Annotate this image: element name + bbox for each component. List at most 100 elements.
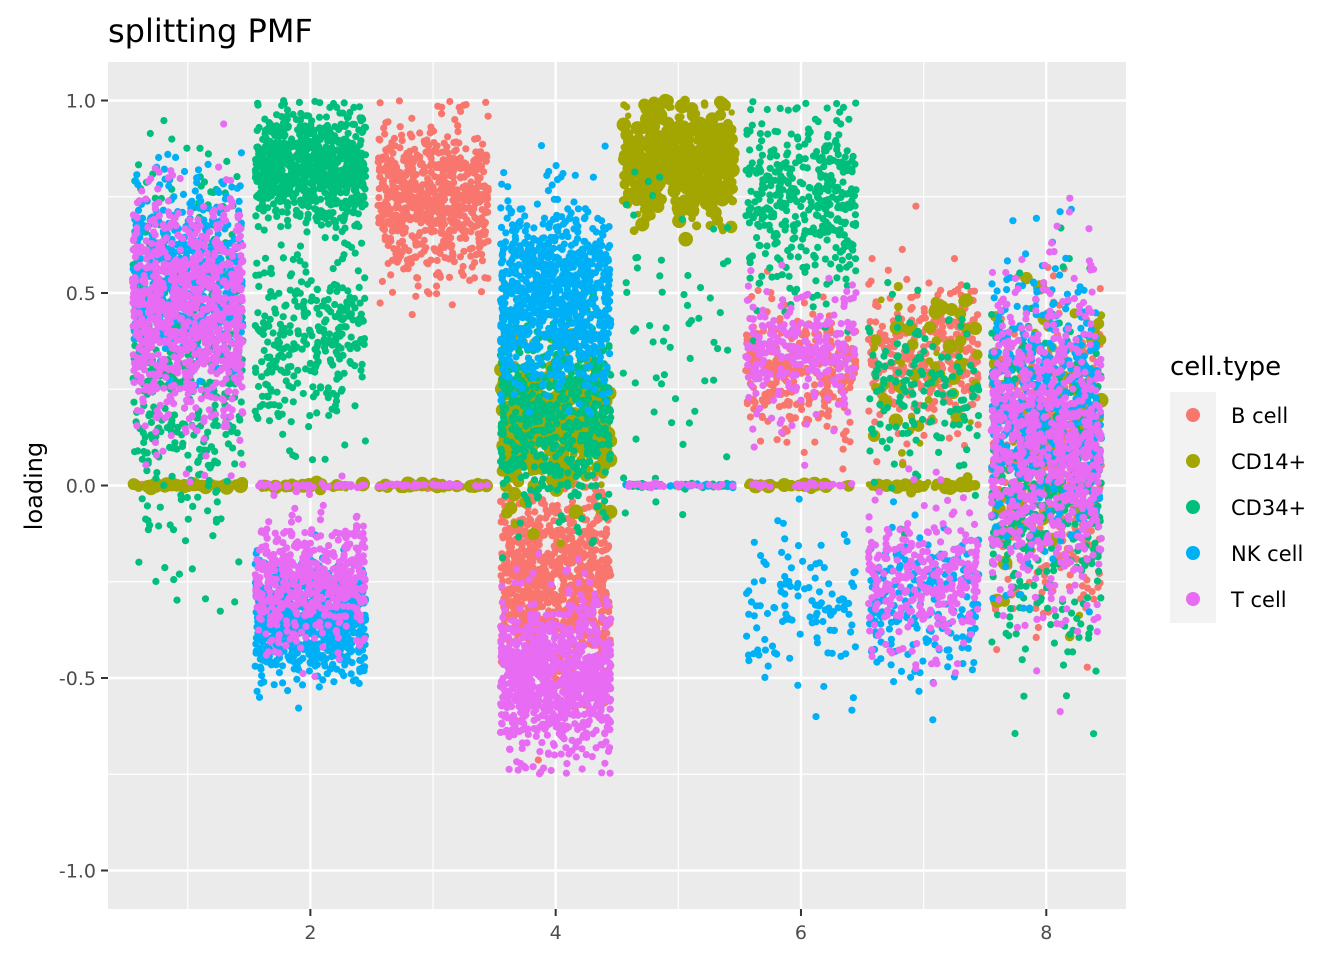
- data-point: [394, 249, 402, 257]
- data-point: [385, 194, 393, 202]
- data-point: [678, 166, 687, 175]
- data-point: [424, 260, 432, 268]
- data-point: [419, 169, 427, 177]
- data-point: [701, 101, 709, 109]
- data-point: [311, 97, 319, 105]
- data-point: [446, 226, 454, 234]
- data-point: [440, 139, 448, 147]
- data-point: [342, 189, 350, 197]
- data-point: [388, 256, 396, 264]
- data-point: [392, 211, 400, 219]
- data-point: [954, 430, 962, 438]
- data-point: [415, 240, 423, 248]
- data-point: [719, 147, 727, 155]
- data-point: [352, 133, 360, 141]
- data-point: [478, 206, 486, 214]
- data-point: [303, 228, 311, 236]
- data-point: [448, 241, 456, 249]
- data-point: [252, 156, 260, 164]
- data-point: [426, 213, 435, 221]
- data-point: [299, 389, 307, 398]
- data-point: [376, 164, 384, 172]
- data-point: [620, 179, 630, 189]
- data-point: [974, 340, 982, 348]
- data-point: [280, 184, 288, 193]
- data-point: [456, 174, 465, 182]
- data-point: [884, 266, 892, 274]
- data-point: [547, 526, 556, 535]
- data-point: [264, 338, 272, 346]
- data-point: [432, 147, 440, 155]
- data-point: [332, 223, 340, 232]
- data-point: [893, 281, 903, 292]
- data-point: [354, 210, 362, 218]
- data-point: [378, 213, 386, 221]
- data-point: [764, 388, 772, 397]
- data-point: [461, 204, 469, 212]
- data-point: [387, 271, 395, 279]
- data-point: [474, 230, 482, 238]
- data-point: [313, 156, 321, 165]
- data-point: [709, 181, 717, 189]
- data-point: [358, 128, 366, 136]
- data-point: [344, 129, 352, 137]
- data-point: [401, 228, 409, 236]
- data-point: [724, 124, 737, 136]
- data-point: [361, 185, 369, 193]
- data-point: [330, 136, 338, 144]
- data-point: [279, 254, 287, 262]
- data-point: [458, 211, 466, 219]
- data-point: [267, 401, 275, 409]
- data-point: [708, 206, 722, 220]
- data-point: [252, 212, 260, 220]
- data-point: [305, 142, 313, 150]
- data-point: [334, 182, 342, 190]
- data-point: [523, 583, 532, 591]
- data-point: [283, 199, 292, 207]
- data-point: [324, 220, 332, 228]
- data-point: [438, 166, 447, 174]
- data-point: [421, 139, 429, 147]
- data-point: [867, 360, 876, 368]
- data-point: [381, 184, 389, 192]
- data-point: [678, 231, 693, 247]
- data-point: [382, 146, 390, 154]
- data-point: [347, 333, 355, 341]
- data-point: [166, 479, 179, 491]
- data-point: [477, 288, 486, 296]
- data-point: [253, 259, 261, 267]
- data-point: [773, 436, 781, 444]
- data-point: [301, 136, 309, 144]
- data-point: [474, 174, 482, 182]
- data-point: [839, 445, 847, 453]
- data-point: [453, 186, 461, 194]
- data-point: [358, 114, 366, 122]
- data-point: [925, 279, 933, 287]
- data-point: [310, 192, 318, 200]
- data-point: [324, 152, 332, 160]
- data-point: [471, 155, 479, 164]
- data-point: [390, 134, 399, 142]
- data-point: [667, 129, 677, 138]
- data-point: [526, 516, 535, 524]
- data-point: [408, 114, 416, 122]
- data-point: [509, 571, 517, 580]
- data-point: [627, 146, 639, 157]
- data-point: [483, 201, 491, 209]
- data-point: [534, 517, 542, 525]
- data-point: [416, 161, 424, 169]
- data-point: [454, 128, 462, 136]
- data-point: [474, 183, 482, 191]
- data-point: [408, 203, 416, 211]
- data-point: [416, 229, 424, 237]
- data-point: [513, 549, 521, 557]
- data-point: [460, 101, 468, 109]
- data-point: [287, 418, 295, 426]
- data-point: [945, 303, 959, 316]
- data-point: [903, 275, 911, 283]
- data-point: [601, 532, 610, 540]
- data-point: [484, 274, 492, 282]
- data-point: [256, 189, 265, 197]
- data-point: [408, 311, 416, 319]
- data-point: [405, 164, 413, 172]
